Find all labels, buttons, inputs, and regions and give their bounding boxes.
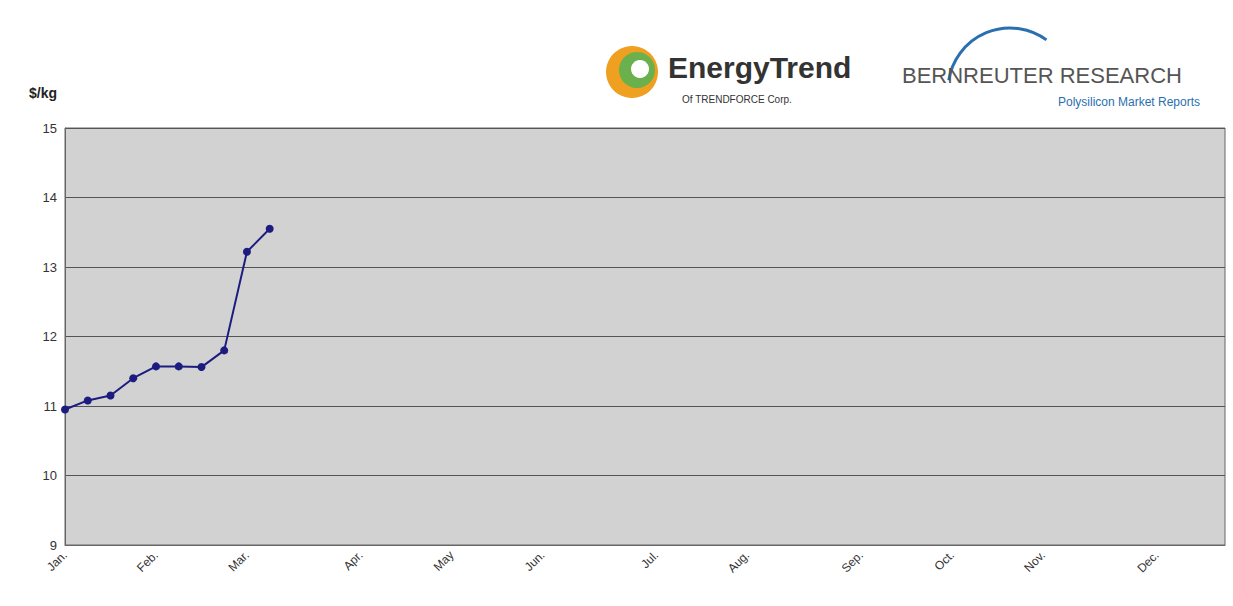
- svg-text:12: 12: [43, 329, 57, 344]
- svg-text:$/kg: $/kg: [29, 85, 57, 101]
- svg-text:BERNREUTER RESEARCH: BERNREUTER RESEARCH: [902, 63, 1182, 88]
- svg-text:14: 14: [43, 190, 57, 205]
- svg-text:9: 9: [50, 538, 57, 553]
- svg-text:Mar.: Mar.: [226, 548, 252, 574]
- svg-text:13: 13: [43, 260, 57, 275]
- svg-text:11: 11: [44, 399, 58, 414]
- svg-text:May: May: [431, 548, 457, 574]
- svg-text:Of TRENDFORCE Corp.: Of TRENDFORCE Corp.: [682, 94, 792, 105]
- svg-text:Jul.: Jul.: [638, 548, 661, 571]
- svg-text:Aug.: Aug.: [725, 548, 752, 575]
- svg-text:Nov.: Nov.: [1021, 548, 1048, 575]
- svg-text:Apr.: Apr.: [341, 548, 366, 573]
- svg-text:Sep.: Sep.: [839, 548, 866, 575]
- svg-text:Jun.: Jun.: [522, 548, 548, 574]
- svg-text:Dec.: Dec.: [1134, 548, 1161, 575]
- svg-text:Polysilicon Market Reports: Polysilicon Market Reports: [1058, 95, 1200, 109]
- svg-text:10: 10: [43, 468, 57, 483]
- svg-text:Feb.: Feb.: [134, 548, 161, 575]
- svg-text:Jan.: Jan.: [44, 548, 70, 574]
- svg-text:Oct.: Oct.: [932, 548, 957, 573]
- svg-text:15: 15: [43, 121, 57, 136]
- svg-text:EnergyTrend: EnergyTrend: [668, 51, 851, 84]
